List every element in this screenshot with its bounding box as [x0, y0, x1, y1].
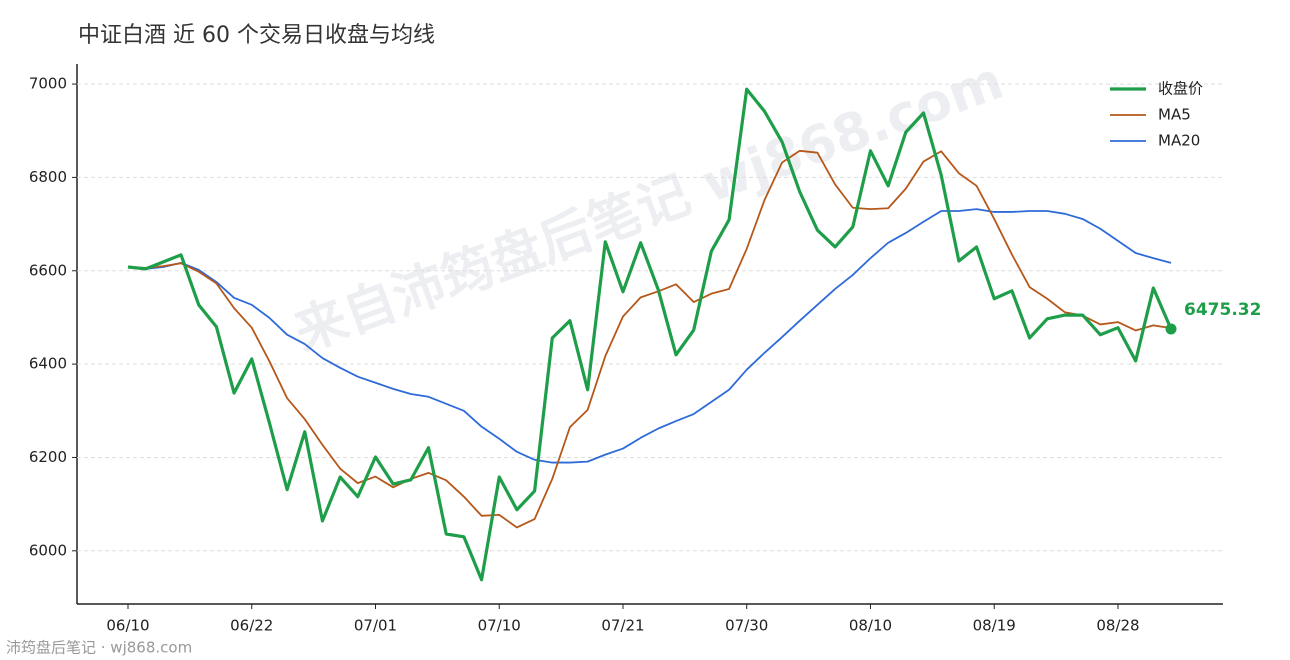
- y-tick-label: 6000: [29, 541, 67, 559]
- y-tick-label: 6400: [29, 355, 67, 373]
- series-line: [127, 87, 1173, 582]
- last-point: [1165, 323, 1177, 335]
- x-tick-label: 08/28: [1096, 617, 1139, 635]
- x-tick-label: 06/10: [106, 617, 149, 635]
- legend-label: MA5: [1158, 106, 1191, 124]
- x-tick-label: 06/22: [230, 617, 273, 635]
- last-value-label: 6475.32: [1184, 300, 1261, 320]
- y-tick-label: 6800: [29, 168, 67, 186]
- series-line: [127, 149, 1172, 529]
- y-tick-label: 7000: [29, 75, 67, 93]
- watermark: 来自沛筠盘后笔记 wj868.com: [287, 51, 1011, 364]
- x-tick-label: 07/21: [601, 617, 644, 635]
- y-tick-label: 6600: [29, 261, 67, 279]
- x-tick-label: 07/10: [478, 617, 521, 635]
- legend-label: 收盘价: [1158, 80, 1203, 98]
- x-tick-label: 07/30: [725, 617, 768, 635]
- legend-label: MA20: [1158, 132, 1200, 150]
- series-line: [127, 208, 1172, 464]
- x-tick-label: 07/01: [354, 617, 397, 635]
- y-tick-label: 6200: [29, 448, 67, 466]
- footer: 沛筠盘后笔记 · wj868.com: [6, 639, 192, 657]
- x-tick-label: 08/10: [849, 617, 892, 635]
- x-tick-label: 08/19: [973, 617, 1016, 635]
- chart-title: 中证白酒 近 60 个交易日收盘与均线: [78, 23, 435, 48]
